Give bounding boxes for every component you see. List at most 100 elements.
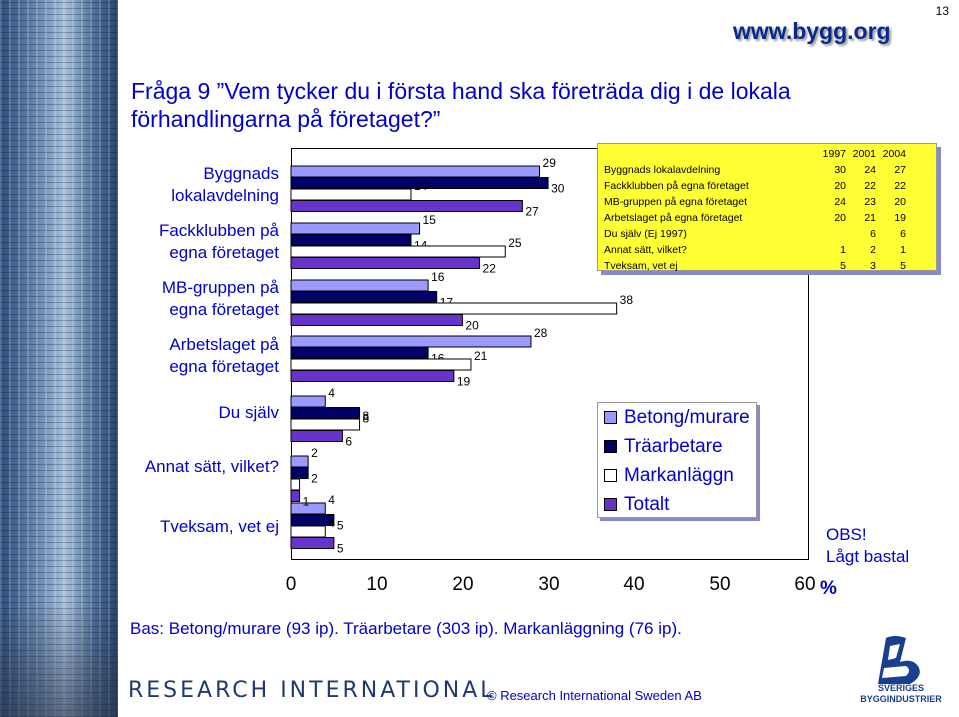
- legend-swatch: [604, 440, 617, 453]
- table-row: Annat sätt, vilket? 1 2 1: [604, 242, 906, 258]
- category-label-line: egna företaget: [169, 357, 279, 376]
- table-row-label: MB-gruppen på egna företaget: [604, 196, 748, 208]
- page-number: 13: [935, 4, 949, 18]
- chart-legend: Betong/murare Träarbetare Markanläggn To…: [597, 402, 757, 518]
- category-label-line: egna företaget: [169, 300, 279, 319]
- building-photo: [0, 0, 118, 717]
- legend-label: Träarbetare: [624, 435, 723, 457]
- bar-value-label: 27: [525, 205, 539, 219]
- sb-logo-line: BYGGINDUSTRIER: [860, 694, 942, 704]
- site-url[interactable]: www.bygg.org: [733, 18, 891, 44]
- bar-3-7: [290, 525, 326, 538]
- table-cell: 6: [900, 228, 906, 240]
- bar-value-label: 4: [328, 516, 335, 530]
- category-label-mb-gruppen: MB-gruppen på egna företaget: [162, 277, 279, 321]
- research-international-logo: RESEARCH INTERNATIONAL: [128, 678, 496, 703]
- bar-4-5: [290, 430, 343, 442]
- category-label-du-sjalv: Du själv: [219, 402, 279, 424]
- table-cell: 30: [834, 164, 846, 176]
- x-tick-label: 10: [366, 574, 388, 595]
- x-tick-label: 60: [794, 574, 816, 595]
- bar-value-label: 19: [457, 375, 471, 389]
- table-row-label: Tveksam, vet ej: [604, 260, 678, 272]
- table-cell: 20: [834, 212, 846, 224]
- table-cell: 1: [840, 244, 846, 256]
- base-footnote: Bas: Betong/murare (93 ip). Träarbetare …: [130, 619, 682, 638]
- bar-value-label: 15: [423, 213, 437, 227]
- legend-label: Betong/murare: [624, 406, 750, 428]
- bar-value-label: 30: [551, 182, 565, 196]
- bar-2-3: [290, 291, 438, 303]
- bar-3-5: [290, 418, 361, 431]
- table-cell: 1: [900, 244, 906, 256]
- trend-table: 1997 2001 2004 Byggnads lokalavdelning 3…: [597, 143, 937, 274]
- x-tick-label: 50: [709, 574, 731, 595]
- bar-value-label: 2: [311, 472, 318, 486]
- bar-4-7: [290, 537, 335, 549]
- sveriges-byggindustrier-logo-icon: [878, 636, 920, 684]
- table-row: Byggnads lokalavdelning 30 24 27: [604, 162, 906, 178]
- category-label-fackklubben: Fackklubben på egna företaget: [159, 220, 279, 264]
- obs-text: Lågt bastal: [826, 547, 910, 566]
- table-cell: 22: [894, 180, 906, 192]
- category-label-line: Byggnads: [203, 164, 279, 183]
- bar-3-2: [290, 245, 506, 258]
- bar-value-label: 2: [311, 446, 318, 460]
- sb-logo-line: SVERIGES: [877, 683, 924, 693]
- category-label-byggnads: Byggnads lokalavdelning: [171, 163, 279, 207]
- bar-1-3: [290, 279, 429, 292]
- legend-label: Totalt: [624, 493, 670, 515]
- bar-value-label: 20: [465, 319, 479, 333]
- table-cell: 6: [870, 228, 876, 240]
- table-cell: 3: [870, 260, 876, 272]
- bar-3-4: [290, 358, 472, 371]
- bar-value-label: 4: [328, 386, 335, 400]
- legend-item: Betong/murare: [604, 403, 750, 432]
- table-row: Arbetslaget på egna företaget 20 21 19: [604, 210, 906, 226]
- bar-4-2: [290, 257, 481, 269]
- category-label-line: MB-gruppen på: [161, 278, 279, 297]
- table-row: Tveksam, vet ej 5 3 5: [604, 258, 906, 274]
- legend-swatch: [604, 411, 617, 424]
- category-label-line: Tveksam, vet ej: [159, 517, 279, 536]
- bar-value-label: 28: [534, 326, 548, 340]
- bar-2-5: [290, 407, 361, 419]
- category-label-line: Arbetslaget på: [169, 335, 279, 354]
- legend-item: Träarbetare: [604, 432, 723, 461]
- x-tick-label: 20: [452, 574, 474, 595]
- bar-value-label: 22: [483, 262, 497, 276]
- bar-value-label: 5: [337, 542, 344, 556]
- bar-2-4: [290, 347, 429, 359]
- bar-2-6: [290, 467, 309, 479]
- table-cell: 24: [834, 196, 846, 208]
- table-header-row: 1997 2001 2004: [604, 146, 906, 162]
- category-label-annat: Annat sätt, vilket?: [145, 456, 279, 478]
- bar-4-3: [290, 314, 463, 326]
- legend-label: Markanläggn: [624, 464, 734, 486]
- bar-value-label: 1: [303, 495, 310, 509]
- page-title: Fråga 9 ”Vem tycker du i första hand ska…: [131, 78, 791, 132]
- table-cell: 2: [870, 244, 876, 256]
- bar-3-3: [290, 302, 618, 315]
- category-label-line: lokalavdelning: [171, 186, 279, 205]
- copyright-text: © Research International Sweden AB: [487, 688, 702, 703]
- category-label-line: egna företaget: [169, 243, 279, 262]
- table-cell: 21: [864, 212, 876, 224]
- table-row: Fackklubben på egna företaget 20 22 22: [604, 178, 906, 194]
- table-cell: 27: [894, 164, 906, 176]
- x-tick-label: 0: [285, 574, 297, 595]
- x-tick-label: 40: [623, 574, 645, 595]
- table-cell: 5: [900, 260, 906, 272]
- table-cell: 5: [840, 260, 846, 272]
- category-label-line: Du själv: [218, 403, 279, 422]
- bar-4-1: [290, 200, 523, 212]
- category-label-tveksam: Tveksam, vet ej: [160, 516, 279, 538]
- table-cell: 20: [834, 180, 846, 192]
- bar-value-label: 6: [345, 435, 352, 449]
- table-cell: [816, 226, 846, 242]
- bar-1-2: [290, 222, 421, 235]
- x-axis-unit: %: [820, 578, 837, 599]
- bar-value-label: 16: [431, 270, 445, 284]
- bar-3-1: [290, 188, 412, 201]
